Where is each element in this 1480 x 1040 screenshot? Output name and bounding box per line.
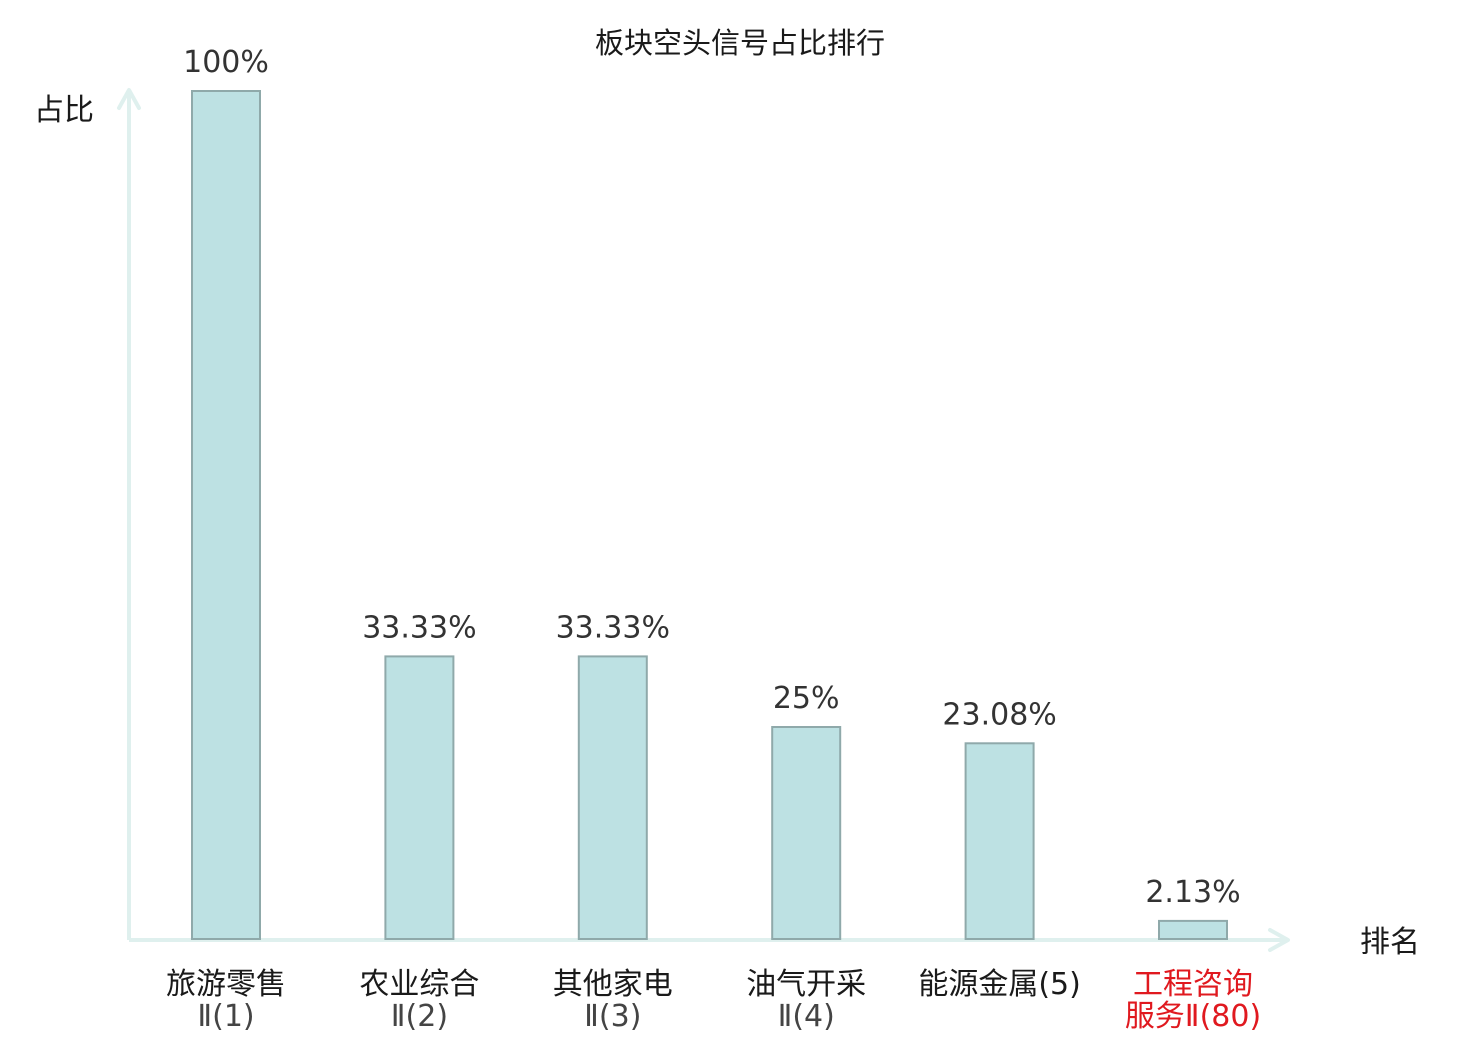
category-label-6-line-1: 工程咨询	[1133, 967, 1253, 1002]
y-axis-arrow-icon	[117, 88, 141, 110]
bar-3	[577, 655, 648, 941]
category-label-2-line-1: 农业综合	[359, 967, 479, 1002]
category-labels: 旅游零售 Ⅱ(1) 农业综合 Ⅱ(2) 其他家电 Ⅱ(3) 油气开采 Ⅱ(4) 能源金属(5) 工…	[166, 967, 1261, 1034]
category-label-3-line-1: 其他家电	[553, 967, 673, 1002]
bar-4	[771, 726, 842, 940]
value-label-6: 2.13%	[1145, 875, 1240, 910]
value-label-5: 23.08%	[942, 697, 1056, 732]
x-axis-arrow-icon	[1268, 928, 1290, 952]
value-labels: 100% 33.33% 33.33% 25% 23.08% 2.13%	[183, 45, 1241, 910]
value-label-1: 100%	[183, 45, 269, 80]
bar-2	[384, 655, 455, 941]
category-label-3-line-2: Ⅱ(3)	[584, 999, 641, 1034]
category-label-5: 能源金属(5)	[918, 967, 1081, 1002]
category-label-6: 工程咨询服务Ⅱ(80)	[1125, 967, 1261, 1034]
category-label-4: 油气开采 Ⅱ(4)	[746, 967, 866, 1034]
category-label-1-line-1: 旅游零售	[166, 967, 286, 1002]
value-label-2: 33.33%	[362, 610, 476, 645]
category-label-2: 农业综合 Ⅱ(2)	[359, 967, 479, 1034]
category-label-1: 旅游零售 Ⅱ(1)	[166, 967, 286, 1034]
category-label-6-line-2: 服务Ⅱ(80)	[1125, 999, 1261, 1034]
category-label-4-line-2: Ⅱ(4)	[778, 999, 835, 1034]
bars	[191, 90, 1228, 941]
x-axis-label: 排名	[1360, 925, 1420, 960]
category-label-5-line-1: 能源金属(5)	[918, 967, 1081, 1002]
category-label-4-line-1: 油气开采	[746, 967, 866, 1002]
bar-1	[191, 90, 261, 940]
bar-6	[1158, 919, 1228, 941]
y-axis-label: 占比	[34, 93, 94, 128]
value-label-4: 25%	[773, 681, 840, 716]
category-label-2-line-2: Ⅱ(2)	[391, 999, 448, 1034]
value-label-3: 33.33%	[556, 610, 670, 645]
category-label-3: 其他家电 Ⅱ(3)	[553, 967, 673, 1034]
chart-title: 板块空头信号占比排行	[595, 26, 885, 60]
axes	[117, 88, 1290, 952]
bar-5	[964, 742, 1035, 940]
category-label-1-line-2: Ⅱ(1)	[197, 999, 254, 1034]
